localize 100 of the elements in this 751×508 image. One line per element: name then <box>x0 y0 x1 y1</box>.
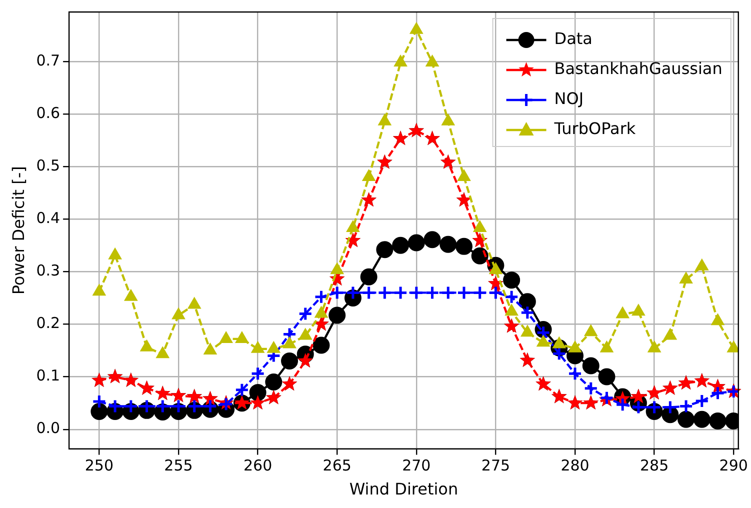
point <box>678 398 694 414</box>
point <box>92 284 106 296</box>
point <box>172 308 186 320</box>
point <box>202 398 218 414</box>
x-tick-label: 270 <box>402 456 431 475</box>
y-tick-label: 0.4 <box>36 208 60 227</box>
point <box>265 374 282 391</box>
y-tick-label: 0.1 <box>36 366 60 385</box>
point <box>140 398 154 414</box>
point <box>694 394 710 408</box>
point <box>90 402 108 420</box>
legend-label: BastankhahGaussian <box>554 59 722 78</box>
point <box>156 346 170 358</box>
point <box>568 366 582 381</box>
point <box>598 368 616 386</box>
point <box>298 306 313 321</box>
point <box>425 285 440 300</box>
point <box>249 384 266 402</box>
point <box>235 331 248 343</box>
point <box>648 340 661 352</box>
point <box>503 272 520 289</box>
point <box>710 386 726 400</box>
point <box>536 335 550 347</box>
point <box>456 285 472 300</box>
point <box>679 272 693 284</box>
point <box>424 231 441 248</box>
point <box>377 285 392 300</box>
point <box>393 285 408 300</box>
x-tick-label: 285 <box>640 456 669 475</box>
x-tick-label: 265 <box>322 456 352 475</box>
point <box>330 262 344 274</box>
point <box>662 400 678 415</box>
x-tick-label: 260 <box>243 456 272 475</box>
point <box>711 314 724 326</box>
y-tick-label: 0.6 <box>36 104 60 122</box>
point <box>520 305 535 320</box>
point <box>442 114 455 126</box>
point <box>171 398 186 414</box>
point <box>488 285 503 300</box>
point <box>298 328 312 340</box>
y-tick-label: 0.2 <box>36 314 60 332</box>
point <box>250 366 266 381</box>
y-axis-title: Power Deficit [-] <box>8 166 28 295</box>
point <box>204 343 217 355</box>
point <box>312 336 330 354</box>
point <box>426 54 439 66</box>
point <box>440 285 456 300</box>
point <box>282 336 296 348</box>
point <box>504 290 519 304</box>
point <box>330 285 344 300</box>
point <box>328 306 346 324</box>
point <box>281 352 298 370</box>
legend-label: Data <box>554 29 592 48</box>
point <box>693 410 710 428</box>
point <box>455 238 472 255</box>
point <box>552 346 566 361</box>
point <box>709 412 726 430</box>
point <box>362 285 376 300</box>
point <box>584 381 598 396</box>
x-tick-label: 280 <box>560 456 590 475</box>
point <box>187 398 202 414</box>
point <box>314 306 328 318</box>
point <box>108 398 122 414</box>
point <box>472 285 488 300</box>
y-tick-label: 0.3 <box>36 262 60 280</box>
point <box>568 340 582 352</box>
point <box>616 306 630 318</box>
point <box>582 357 600 374</box>
point <box>140 340 154 352</box>
y-tick-label: 0.5 <box>36 156 60 174</box>
x-tick-label: 290 <box>719 456 748 475</box>
legend-label: NOJ <box>554 89 584 108</box>
point <box>678 410 695 428</box>
x-tick-label: 275 <box>481 456 510 475</box>
point <box>392 236 410 254</box>
point <box>251 341 264 353</box>
point <box>600 340 614 352</box>
point <box>631 400 646 415</box>
point <box>518 293 536 310</box>
point <box>92 394 106 409</box>
point <box>394 54 408 66</box>
y-tick-label: 0.7 <box>36 51 60 70</box>
point <box>346 285 360 300</box>
point <box>360 268 378 286</box>
point <box>362 170 376 182</box>
point <box>409 285 424 300</box>
point <box>520 325 534 337</box>
point <box>378 114 392 126</box>
point <box>440 236 457 253</box>
legend-label: TurbOPark <box>553 119 636 138</box>
x-axis-title: Wind Diretion <box>349 480 458 499</box>
point <box>314 290 328 304</box>
point <box>505 304 518 316</box>
x-tick-label: 255 <box>164 456 193 475</box>
point <box>471 247 488 264</box>
point <box>188 297 201 309</box>
point <box>267 341 280 353</box>
point <box>457 170 471 182</box>
point <box>410 22 423 34</box>
point <box>615 397 630 412</box>
